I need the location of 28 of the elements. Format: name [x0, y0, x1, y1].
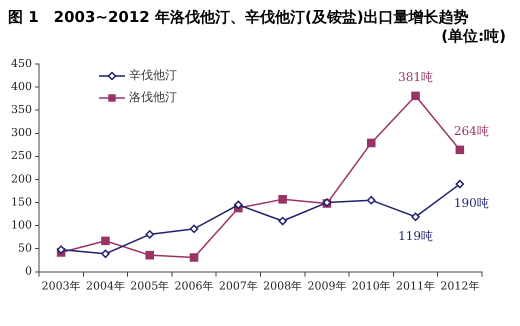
x-tick-label: 2008年	[263, 279, 302, 292]
y-tick-label: 200	[10, 172, 32, 186]
y-tick-label: 250	[10, 149, 32, 162]
y-tick-label: 100	[10, 218, 32, 232]
y-tick-label: 350	[10, 103, 32, 116]
y-tick-label: 300	[10, 126, 32, 140]
x-tick-label: 2007年	[218, 279, 258, 292]
chart-title: 图 1 2003~2012 年洛伐他汀、辛伐他汀(及铵盐)出口量增长趋势	[8, 8, 470, 27]
data-label: 190吨	[454, 196, 489, 210]
data-label: 119吨	[398, 228, 433, 243]
x-tick-label: 2012年	[440, 279, 480, 292]
y-tick-label: 150	[10, 195, 32, 208]
x-tick-label: 2005年	[130, 279, 170, 292]
legend-label: 洛伐他汀	[128, 90, 177, 104]
data-label: 381吨	[398, 70, 433, 84]
x-tick-label: 2003年	[42, 279, 81, 292]
x-tick-label: 2009年	[307, 279, 346, 292]
x-tick-label: 2004年	[86, 279, 125, 292]
y-tick-label: 50	[18, 242, 32, 255]
x-tick-label: 2010年	[352, 279, 391, 292]
y-tick-label: 0	[24, 264, 32, 278]
x-tick-label: 2006年	[174, 279, 214, 292]
y-tick-label: 450	[10, 56, 32, 70]
x-tick-label: 2011年	[396, 279, 436, 292]
legend-label: 辛伐他汀	[128, 68, 177, 82]
data-label: 264吨	[454, 124, 489, 138]
y-tick-label: 400	[10, 80, 32, 93]
chart-subtitle: (单位:吨)	[440, 27, 507, 46]
